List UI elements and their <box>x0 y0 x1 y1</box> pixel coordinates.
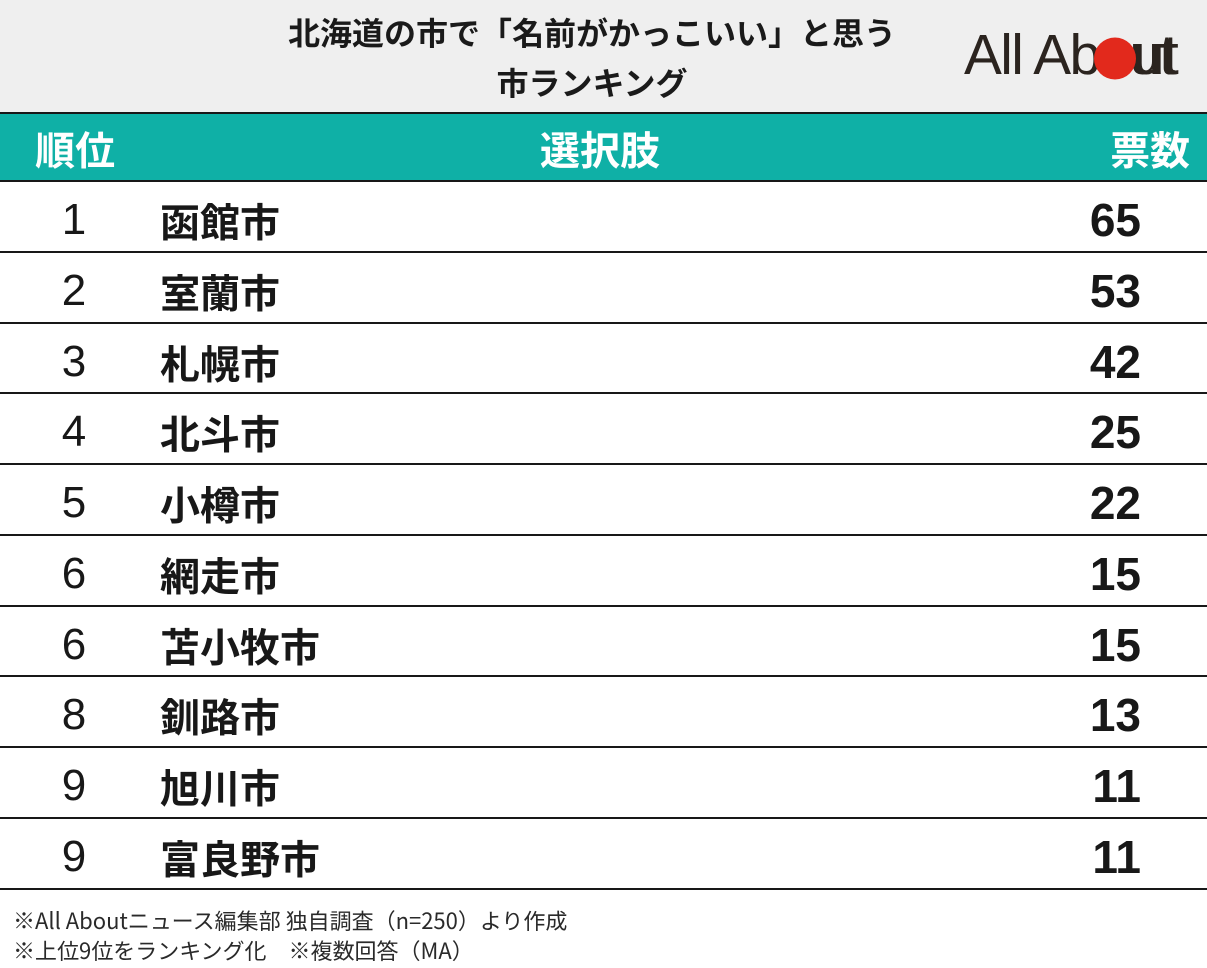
svg-text:ut: ut <box>1133 24 1179 87</box>
